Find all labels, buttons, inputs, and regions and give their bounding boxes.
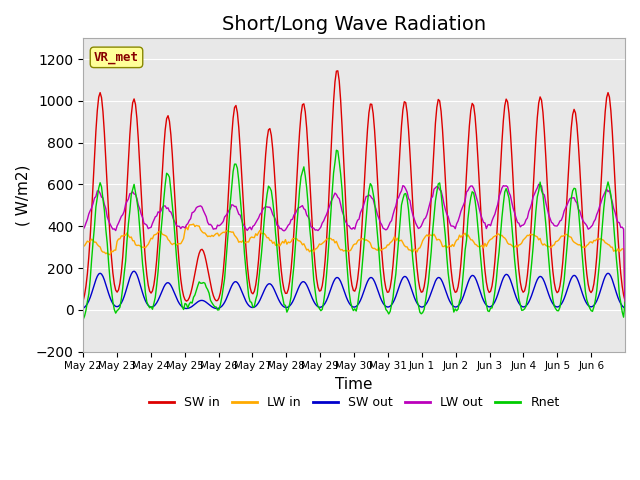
- Y-axis label: ( W/m2): ( W/m2): [15, 164, 30, 226]
- Text: VR_met: VR_met: [94, 51, 139, 64]
- X-axis label: Time: Time: [335, 377, 373, 392]
- Legend: SW in, LW in, SW out, LW out, Rnet: SW in, LW in, SW out, LW out, Rnet: [143, 391, 564, 414]
- Title: Short/Long Wave Radiation: Short/Long Wave Radiation: [222, 15, 486, 34]
